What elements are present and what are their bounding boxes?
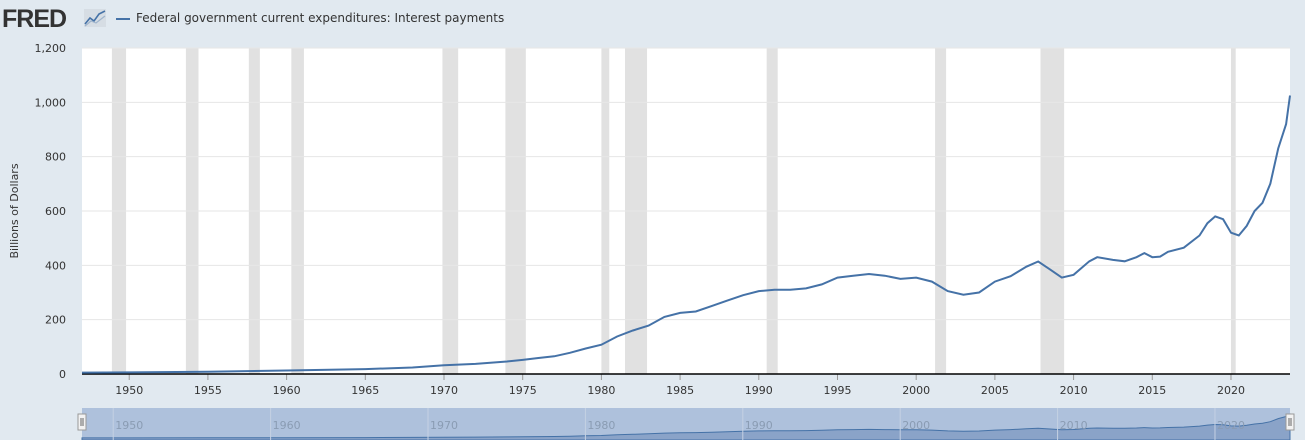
- x-tick-label: 2015: [1138, 384, 1166, 397]
- y-tick-label: 200: [45, 314, 66, 327]
- x-tick-label: 1995: [823, 384, 851, 397]
- navigator-tick-label: 1950: [115, 419, 143, 432]
- navigator-tick-label: 2000: [902, 419, 930, 432]
- y-axis-ticks: 0 200 400 600 800 1,000 1,200: [35, 42, 67, 381]
- legend-swatch: [116, 18, 130, 20]
- navigator-handle-left[interactable]: [77, 413, 87, 431]
- fred-logo[interactable]: FRED: [2, 5, 67, 33]
- navigator-tick-label: 2020: [1217, 419, 1245, 432]
- chart-line-icon[interactable]: [84, 9, 106, 27]
- x-axis-ticks: 1950 1955 1960 1965 1970 1975 1980 1985 1990 1995…: [115, 374, 1245, 397]
- navigator-ticks: 1950 1960 1970 1980 1990 2000 2010 2020: [112, 408, 1245, 440]
- x-tick-label: 1960: [273, 384, 301, 397]
- x-tick-label: 2000: [902, 384, 930, 397]
- x-tick-label: 1990: [745, 384, 773, 397]
- x-tick-label: 2005: [981, 384, 1009, 397]
- navigator-tick-label: 2010: [1060, 419, 1088, 432]
- x-tick-label: 1985: [666, 384, 694, 397]
- navigator-tick-label: 1990: [745, 419, 773, 432]
- x-tick-label: 1950: [115, 384, 143, 397]
- y-tick-label: 1,200: [35, 42, 67, 55]
- y-axis-label: Billions of Dollars: [8, 163, 21, 258]
- x-tick-label: 1980: [587, 384, 615, 397]
- series-line: [81, 95, 1291, 374]
- x-tick-label: 2020: [1217, 384, 1245, 397]
- header: FRED Federal government current expendit…: [0, 0, 1305, 38]
- navigator-tick-label: 1980: [587, 419, 615, 432]
- y-tick-label: 1,000: [35, 96, 67, 109]
- navigator-tick-label: 1970: [430, 419, 458, 432]
- navigator-series: [81, 413, 1291, 440]
- x-tick-label: 2010: [1060, 384, 1088, 397]
- x-tick-label: 1955: [194, 384, 222, 397]
- x-tick-label: 1970: [430, 384, 458, 397]
- y-tick-label: 600: [45, 205, 66, 218]
- navigator-tick-label: 1960: [273, 419, 301, 432]
- y-tick-label: 800: [45, 151, 66, 164]
- legend-label: Federal government current expenditures:…: [136, 11, 505, 25]
- navigator-handle-right[interactable]: [1285, 413, 1295, 431]
- gridlines: [82, 47, 1290, 321]
- y-tick-label: 0: [59, 368, 66, 381]
- x-tick-label: 1965: [351, 384, 379, 397]
- x-tick-label: 1975: [509, 384, 537, 397]
- y-tick-label: 400: [45, 259, 66, 272]
